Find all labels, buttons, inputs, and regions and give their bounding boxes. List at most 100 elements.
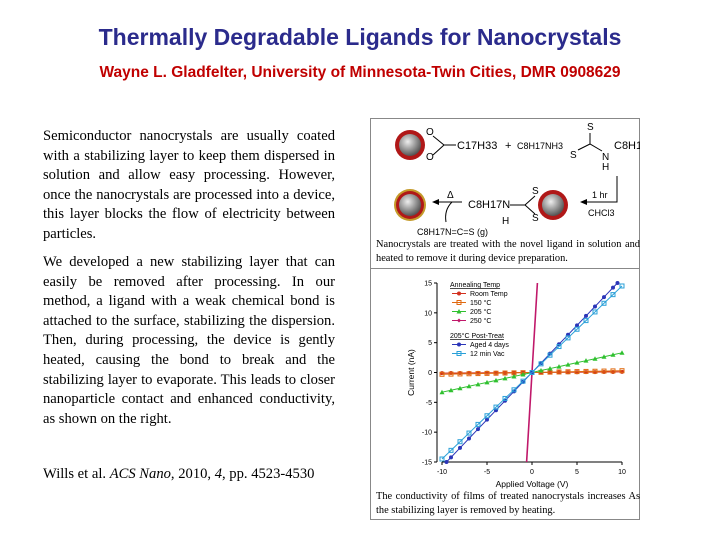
data-point <box>619 283 625 289</box>
data-point <box>449 455 453 460</box>
data-point <box>484 370 490 376</box>
data-point <box>592 368 598 374</box>
data-point <box>466 371 472 377</box>
x-tick-label: -10 <box>437 469 447 476</box>
data-point <box>456 351 462 356</box>
data-point <box>538 361 544 367</box>
dtc-bonds <box>577 133 603 152</box>
data-point <box>565 362 571 367</box>
octylammonium: C8H17NH3 <box>517 141 563 151</box>
reaction-solvent: CHCl3 <box>588 208 615 218</box>
series-line <box>441 285 623 460</box>
legend-heading: 205°C Post-Treat <box>450 332 504 340</box>
data-point <box>520 371 526 377</box>
data-point <box>529 370 535 375</box>
y-tick-label: -10 <box>422 430 432 437</box>
atom-h-bound: H <box>502 216 509 227</box>
data-point <box>592 356 598 361</box>
slide-title: Thermally Degradable Ligands for Nanocry… <box>98 24 622 50</box>
data-point <box>610 368 616 374</box>
data-point <box>601 368 607 374</box>
data-point <box>457 342 461 347</box>
citation-journal: ACS Nano <box>109 466 171 482</box>
plus-sign: + <box>505 140 511 152</box>
data-point <box>611 285 615 290</box>
data-point <box>457 371 463 377</box>
data-point <box>457 439 463 445</box>
citation-year: , 2010, <box>170 466 215 482</box>
citation-volume: 4 <box>214 466 222 482</box>
method-paragraph: We developed a new stabilizing layer tha… <box>43 254 335 427</box>
data-point <box>511 373 517 379</box>
x-tick-label: -5 <box>484 469 490 476</box>
data-point <box>439 389 445 395</box>
legend-entry: Aged 4 days <box>470 342 509 349</box>
data-point <box>583 368 589 374</box>
data-point <box>601 300 607 306</box>
atom-o-top: O <box>426 127 434 138</box>
oleate-chain: C17H33 <box>457 140 497 152</box>
data-point <box>556 344 562 350</box>
atom-s-minus: S <box>570 150 577 161</box>
data-point <box>439 456 445 462</box>
byproduct-arrow <box>445 201 453 223</box>
data-point <box>565 335 571 341</box>
data-point <box>619 368 625 374</box>
legend-entry: 150 °C <box>470 299 491 307</box>
data-point <box>457 385 463 391</box>
data-point <box>574 360 580 365</box>
y-axis-label: Current (nA) <box>406 349 416 396</box>
data-point <box>574 369 580 375</box>
data-point <box>565 369 571 375</box>
heat-arrowhead <box>432 199 439 205</box>
data-point <box>584 313 588 318</box>
data-point <box>458 445 462 450</box>
x-tick-label: 5 <box>575 469 579 476</box>
data-point <box>456 309 462 314</box>
intro-paragraph: Semiconductor nanocrystals are usually c… <box>43 128 335 242</box>
data-point <box>575 323 579 328</box>
data-point <box>601 354 607 359</box>
x-axis-label: Applied Voltage (V) <box>496 479 569 489</box>
atom-h: H <box>602 162 609 173</box>
reaction-scheme: O O C17H33 + C8H17NH3 S S N H C8H17 1 hr… <box>394 122 640 237</box>
legend-heading: Annealing Temp <box>450 282 500 289</box>
y-tick-label: 0 <box>428 370 432 377</box>
data-point <box>448 371 454 377</box>
data-point <box>556 369 562 375</box>
data-point <box>593 304 597 309</box>
heat-symbol: Δ <box>447 190 454 201</box>
data-point <box>484 413 490 419</box>
citation-authors: Wills et al. <box>43 466 110 482</box>
data-point <box>466 430 472 436</box>
reaction-time: 1 hr <box>592 190 608 200</box>
octyl-group: C8H17 <box>614 140 640 152</box>
data-point <box>602 295 606 300</box>
data-point <box>583 358 589 363</box>
panel-divider <box>370 268 640 269</box>
data-point <box>619 350 625 355</box>
nanocrystal-oleate <box>395 130 425 160</box>
bound-ligand-bonds <box>510 195 536 215</box>
legend-entry: 205 °C <box>470 308 491 316</box>
y-tick-label: 15 <box>424 281 432 288</box>
data-point <box>475 381 481 387</box>
data-point <box>448 447 454 453</box>
data-point <box>592 309 598 315</box>
reaction-arrow <box>585 176 618 203</box>
carboxylate-bond <box>432 135 456 156</box>
chart-caption: The conductivity of films of treated nan… <box>376 491 640 516</box>
data-point <box>610 292 616 298</box>
data-point <box>615 281 620 285</box>
atom-s-thione: S <box>587 122 594 133</box>
data-point <box>484 379 490 385</box>
data-point <box>457 318 461 323</box>
atom-s-upper: S <box>532 186 539 197</box>
figure-panel <box>370 118 640 520</box>
iv-chart: -10 -5 0 5 10 -15 -10 -5 0 5 10 15 Applied Voltage (… <box>406 281 626 490</box>
y-tick-label: -15 <box>422 460 432 467</box>
data-point <box>456 300 462 305</box>
slide-subtitle: Wayne L. Gladfelter, University of Minne… <box>99 64 621 81</box>
data-point <box>502 370 508 376</box>
